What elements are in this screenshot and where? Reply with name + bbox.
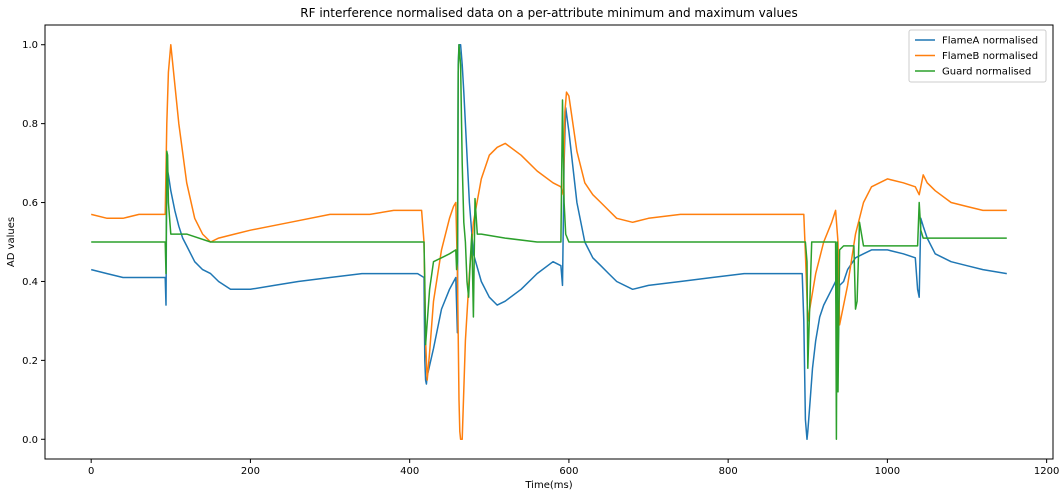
y-tick-label: 0.6 — [22, 198, 38, 209]
x-tick-label: 400 — [400, 466, 419, 477]
y-tick-label: 0.2 — [22, 356, 38, 367]
x-tick-label: 800 — [719, 466, 738, 477]
chart-title: RF interference normalised data on a per… — [300, 6, 797, 20]
legend-box — [908, 29, 1047, 83]
legend-label: Guard normalised — [942, 67, 1031, 78]
y-tick-label: 1.0 — [22, 40, 38, 51]
y-tick-label: 0.4 — [22, 277, 38, 288]
y-tick-label: 0.0 — [22, 435, 38, 446]
plot-frame — [44, 24, 1054, 460]
legend-label: FlameA normalised — [942, 36, 1038, 47]
x-axis: 0 200 400 600 800 1000 1200 — [88, 459, 1059, 477]
x-axis-title: Time(ms) — [524, 480, 572, 491]
x-tick-label: 600 — [559, 466, 578, 477]
series-line-3 — [91, 43, 1007, 441]
legend: FlameA normalised FlameB normalised Guard … — [908, 29, 1047, 83]
x-tick-label: 200 — [241, 466, 260, 477]
y-axis-title: AD values — [6, 217, 17, 267]
y-tick-label: 0.8 — [22, 119, 38, 130]
x-tick-label: 1000 — [875, 466, 900, 477]
series-line-1 — [91, 43, 1007, 441]
legend-label: FlameB normalised — [942, 51, 1038, 62]
y-axis: 0.0 0.2 0.4 0.6 0.8 1.0 — [22, 40, 45, 446]
series-line-2 — [91, 43, 1007, 441]
plot-area — [44, 24, 1054, 460]
x-tick-label: 0 — [88, 466, 94, 477]
x-tick-label: 1200 — [1034, 466, 1059, 477]
